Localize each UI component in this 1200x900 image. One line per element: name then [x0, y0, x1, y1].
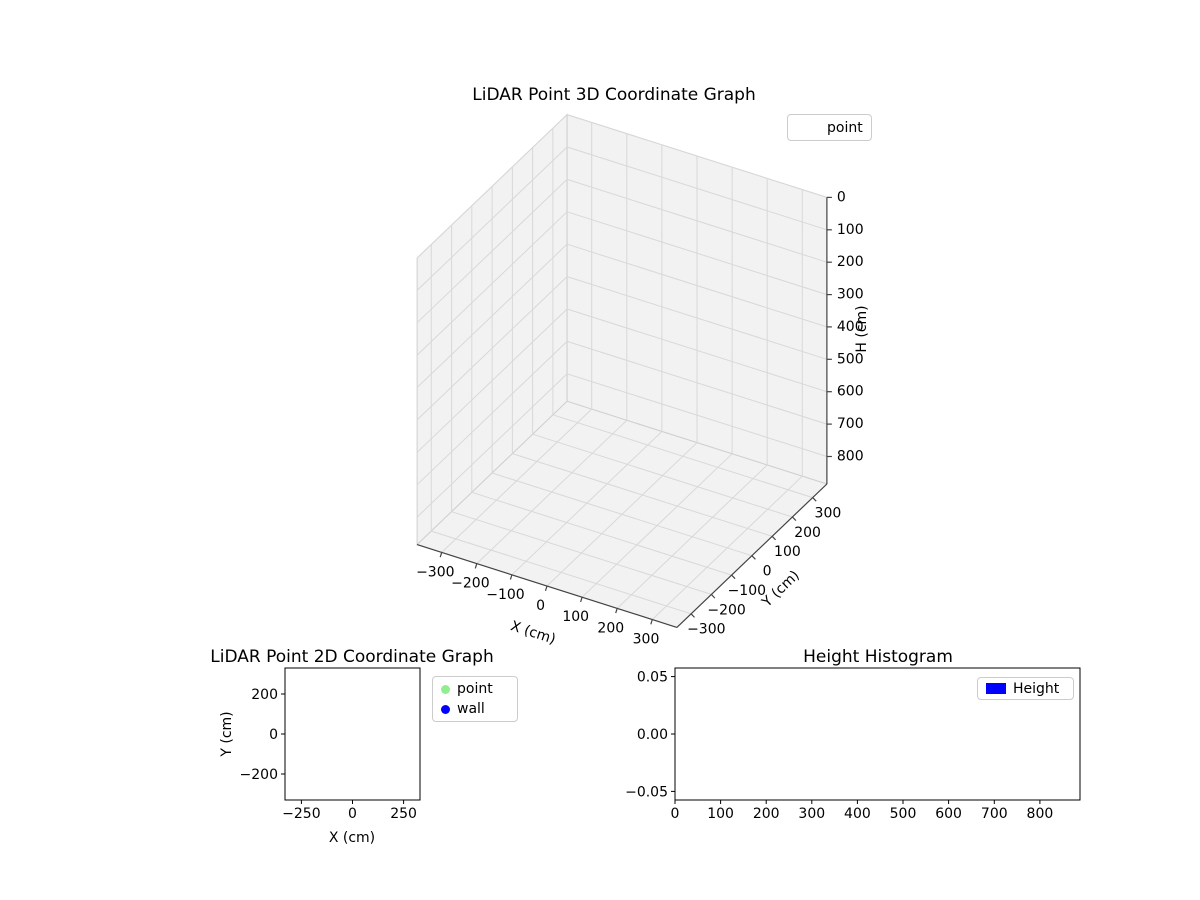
legend-entry-height: Height: [978, 679, 1073, 699]
histogram-legend: Height: [977, 677, 1074, 700]
tick-label: 400: [837, 319, 864, 335]
point-marker-icon: [441, 684, 450, 694]
legend-entry-point: point: [433, 679, 517, 699]
plot2d-y-axis-label: Y (cm): [219, 711, 235, 757]
tick-label: 800: [1027, 806, 1054, 822]
empty-marker-handle: [796, 122, 820, 133]
plot2d-x-axis-label: X (cm): [328, 830, 376, 846]
tick-label: −300: [687, 622, 725, 638]
tick-label: 200: [794, 525, 821, 541]
legend-label: wall: [457, 701, 485, 717]
tick-label: 100: [774, 544, 801, 560]
legend-entry-wall: wall: [433, 699, 517, 719]
tick-label: 500: [837, 351, 864, 367]
tick-label: 300: [837, 287, 864, 303]
legend-entry-point: point: [788, 118, 871, 138]
plot3d-z-axis-label: H (cm): [854, 305, 870, 353]
tick-label: 700: [837, 416, 864, 432]
height-swatch-icon: [986, 683, 1006, 694]
legend-label: point: [457, 681, 493, 697]
legend-label: Height: [1013, 680, 1060, 697]
tick-label: 700: [981, 806, 1008, 822]
plot2d-title: LiDAR Point 2D Coordinate Graph: [210, 647, 494, 667]
tick-label: 300: [798, 806, 825, 822]
wall-marker-icon: [441, 704, 450, 714]
plot2d-legend: point wall: [432, 676, 518, 722]
histogram-title: Height Histogram: [803, 647, 953, 667]
tick-label: −200: [707, 602, 745, 618]
tick-label: 0: [536, 598, 545, 614]
tick-label: 0: [269, 727, 278, 743]
tick-label: 0: [763, 564, 772, 580]
grid-3d: [416, 114, 828, 620]
tick-label: 100: [837, 222, 864, 238]
tick-label: −200: [451, 576, 489, 592]
tick-label: −200: [240, 767, 278, 783]
tick-label: 100: [562, 609, 589, 625]
tick-label: 0: [348, 806, 357, 822]
tick-label: 200: [837, 254, 864, 270]
tick-label: −100: [728, 583, 766, 599]
tick-label: 400: [844, 806, 871, 822]
panes-3d: [416, 113, 828, 628]
plot3d-legend: point: [787, 114, 872, 141]
tick-label: 600: [837, 384, 864, 400]
histogram: 0 100 200 300 400 500 600 700 800 0.05 0.00 −0.05: [625, 667, 1081, 822]
ticks-3d: −300−200−1000100200300−300−200−100010020…: [416, 189, 864, 647]
tick-label: −250: [282, 806, 320, 822]
tick-label: 250: [390, 806, 417, 822]
tick-label: 200: [753, 806, 780, 822]
tick-label: 0.00: [637, 727, 668, 743]
tick-label: 600: [935, 806, 962, 822]
tick-label: −300: [416, 565, 454, 581]
plot2d: −250 0 250 200 0 −200: [240, 667, 421, 822]
plot3d-title: LiDAR Point 3D Coordinate Graph: [472, 85, 756, 105]
tick-label: 0: [671, 806, 680, 822]
tick-label: 800: [837, 449, 864, 465]
tick-label: 500: [890, 806, 917, 822]
tick-label: −100: [486, 587, 524, 603]
tick-label: −0.05: [625, 784, 668, 800]
tick-label: 300: [815, 506, 842, 522]
legend-label: point: [827, 119, 863, 136]
tick-label: 0: [837, 189, 846, 205]
tick-label: 300: [633, 632, 660, 648]
tick-label: 100: [707, 806, 734, 822]
tick-label: 200: [597, 620, 624, 636]
tick-label: 0.05: [637, 670, 668, 686]
tick-label: 200: [251, 687, 278, 703]
plot3d: −300−200−1000100200300−300−200−100010020…: [416, 113, 864, 648]
